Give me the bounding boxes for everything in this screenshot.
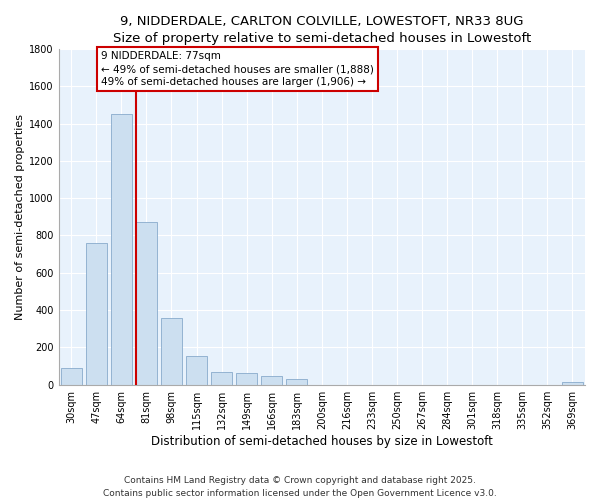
- Bar: [286, 379, 307, 384]
- Title: 9, NIDDERDALE, CARLTON COLVILLE, LOWESTOFT, NR33 8UG
Size of property relative t: 9, NIDDERDALE, CARLTON COLVILLE, LOWESTO…: [113, 15, 531, 45]
- Bar: [236, 372, 257, 384]
- Bar: [161, 318, 182, 384]
- Bar: [110, 114, 132, 384]
- Text: Contains HM Land Registry data © Crown copyright and database right 2025.
Contai: Contains HM Land Registry data © Crown c…: [103, 476, 497, 498]
- Bar: [61, 368, 82, 384]
- Bar: [136, 222, 157, 384]
- X-axis label: Distribution of semi-detached houses by size in Lowestoft: Distribution of semi-detached houses by …: [151, 434, 493, 448]
- Bar: [211, 372, 232, 384]
- Bar: [86, 243, 107, 384]
- Bar: [562, 382, 583, 384]
- Bar: [186, 356, 207, 384]
- Y-axis label: Number of semi-detached properties: Number of semi-detached properties: [15, 114, 25, 320]
- Bar: [261, 376, 283, 384]
- Text: 9 NIDDERDALE: 77sqm
← 49% of semi-detached houses are smaller (1,888)
49% of sem: 9 NIDDERDALE: 77sqm ← 49% of semi-detach…: [101, 51, 374, 87]
